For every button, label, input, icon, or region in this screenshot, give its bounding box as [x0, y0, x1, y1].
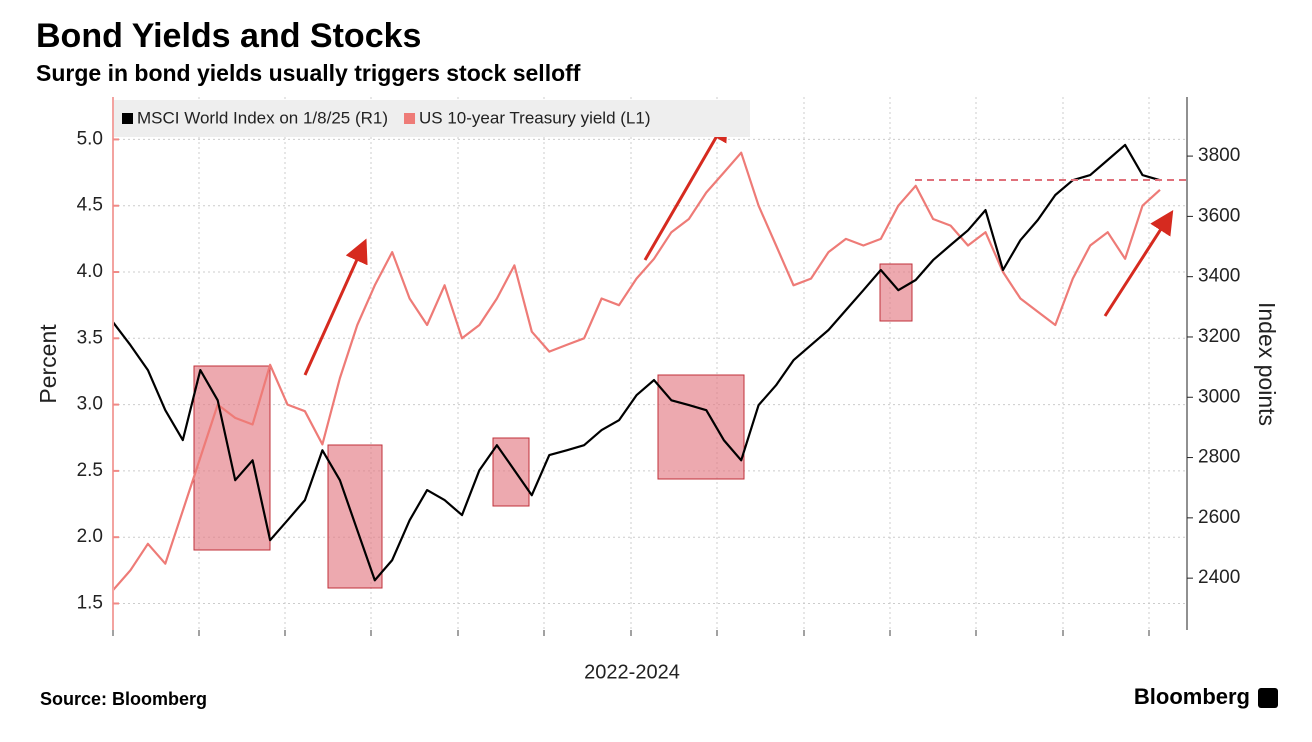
y-tick-label: 3.0	[77, 394, 103, 415]
y2-tick-label: 3200	[1198, 326, 1240, 347]
legend-label: MSCI World Index on 1/8/25 (R1)	[137, 108, 388, 127]
x-ticks	[112, 630, 1150, 636]
legend-box	[113, 100, 750, 137]
y-tick-label: 4.0	[77, 261, 103, 282]
y-tick-label: 5.0	[77, 128, 103, 149]
y-tick-label: 3.5	[77, 327, 103, 348]
y2-tick-label: 3400	[1198, 266, 1240, 287]
series-line	[112, 143, 1161, 582]
legend-swatch	[122, 113, 133, 124]
legend-swatch	[404, 113, 416, 124]
selloff-boxes	[193, 263, 913, 589]
y-axis-label: Percent	[35, 324, 61, 404]
y-tick-label: 2.5	[77, 460, 103, 481]
y2-tick-label: 2800	[1198, 447, 1240, 468]
brand-icon	[1258, 688, 1278, 708]
y-tick-label: 2.0	[77, 526, 103, 547]
arrows	[303, 116, 1174, 376]
y-tick-label: 4.5	[77, 195, 103, 216]
y2-tick-label: 2400	[1198, 567, 1240, 588]
y-tick-label: 1.5	[77, 592, 103, 613]
legend-label: US 10-year Treasury yield (L1)	[419, 108, 650, 127]
source: Source: Bloomberg	[40, 689, 207, 709]
series-line	[112, 151, 1161, 591]
brand: Bloomberg	[1134, 684, 1250, 709]
y2-tick-label: 3600	[1198, 205, 1240, 226]
chart-subtitle: Surge in bond yields usually triggers st…	[36, 60, 581, 86]
y2-tick-label: 3800	[1198, 145, 1240, 166]
y2-tick-label: 3000	[1198, 386, 1240, 407]
y2-tick-label: 2600	[1198, 507, 1240, 528]
chart-title: Bond Yields and Stocks	[36, 17, 421, 55]
x-gridlines	[198, 97, 1150, 630]
x-axis-label: 2022-2024	[584, 661, 680, 683]
y2-axis-label: Index points	[1254, 302, 1280, 426]
